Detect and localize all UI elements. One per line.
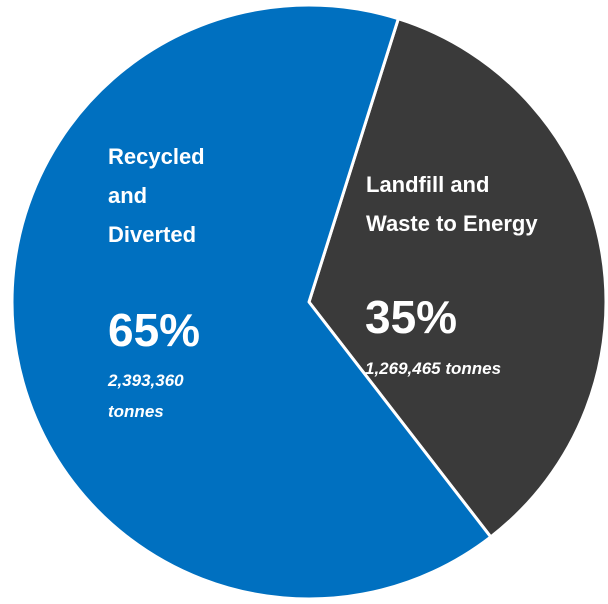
slice-label-recycled-line-2: and [108,183,147,208]
slice-percent-recycled: 65% [108,304,200,356]
slice-tonnes-recycled-line-1: 2,393,360 [107,371,184,390]
slice-percent-landfill: 35% [365,291,457,343]
slice-label-recycled-line-1: Recycled [108,144,205,169]
slice-tonnes-landfill: 1,269,465 tonnes [365,359,501,378]
slice-tonnes-recycled-line-2: tonnes [108,402,164,421]
slice-label-landfill-line-1: Landfill and [366,172,489,197]
pie-slice-recycled [10,3,493,601]
slice-label-landfill-line-2: Waste to Energy [366,211,538,236]
slice-label-recycled-line-3: Diverted [108,222,196,247]
pie-slices [10,3,608,601]
pie-slice-landfill [307,17,608,539]
